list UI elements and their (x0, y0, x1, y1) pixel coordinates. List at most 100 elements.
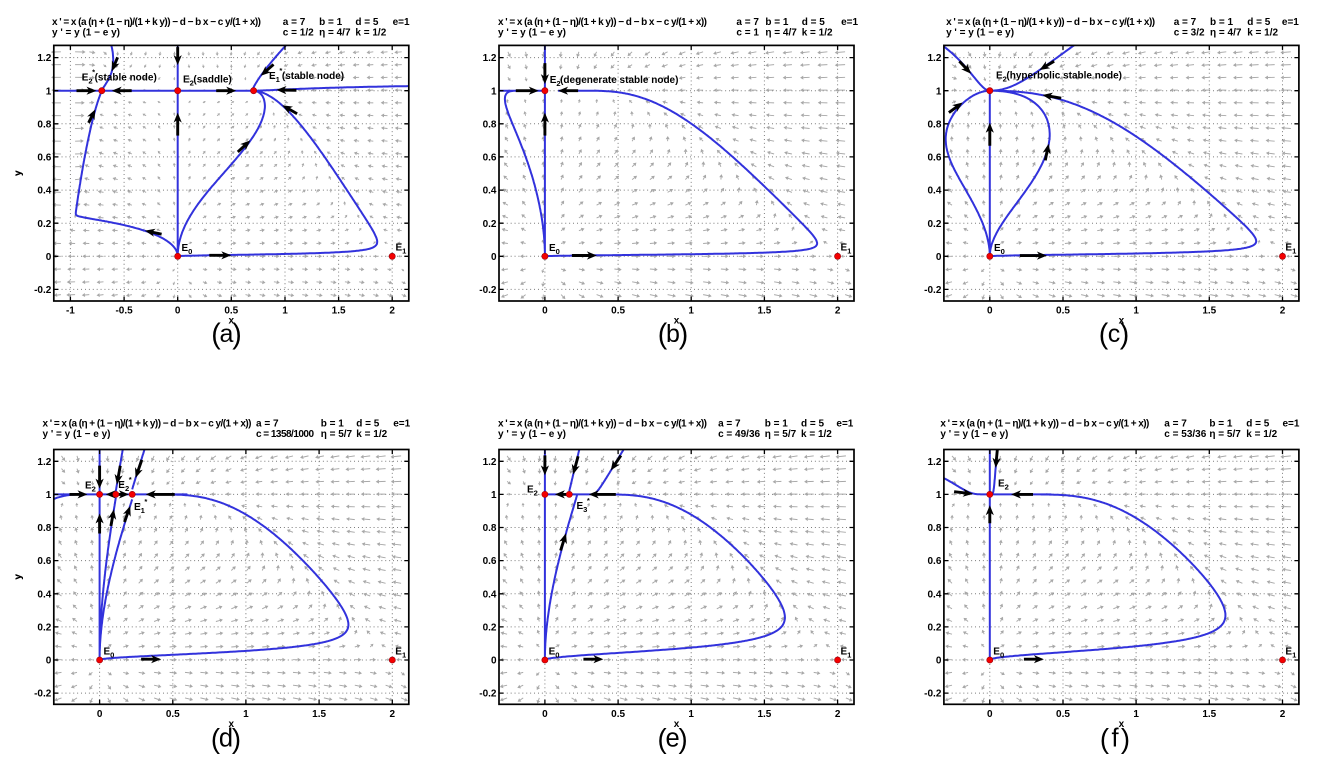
svg-text:E1: E1 (1285, 243, 1297, 256)
svg-text:x ' = x (a (η + (1 − η)/(1 + k: x ' = x (a (η + (1 − η)/(1 + k y)) − d −… (498, 418, 707, 429)
svg-text:0.8: 0.8 (927, 523, 941, 534)
svg-text:-0.2: -0.2 (924, 285, 942, 296)
svg-text:y: y (13, 170, 24, 176)
svg-text:d = 5: d = 5 (355, 17, 379, 28)
svg-text:0.2: 0.2 (37, 623, 51, 634)
svg-text:0.8: 0.8 (37, 523, 51, 534)
svg-text:1.2: 1.2 (483, 53, 497, 64)
svg-text:0.2: 0.2 (483, 219, 497, 230)
svg-text:a = 7: a = 7 (718, 418, 741, 429)
svg-text:x: x (229, 316, 235, 327)
svg-text:k = 1/2: k = 1/2 (356, 429, 387, 440)
svg-text:-1: -1 (66, 306, 75, 317)
svg-text:(: ( (1099, 319, 1109, 351)
svg-text:1: 1 (936, 490, 942, 501)
svg-text:x: x (1119, 316, 1125, 327)
svg-text:0: 0 (542, 306, 548, 317)
svg-text:0.4: 0.4 (483, 186, 497, 197)
svg-text:E2(saddle): E2(saddle) (183, 74, 232, 87)
svg-text:1: 1 (1133, 306, 1139, 317)
svg-text:2: 2 (390, 709, 396, 720)
svg-text:c = 53/36: c = 53/36 (1164, 429, 1206, 440)
svg-text:e=1: e=1 (1283, 418, 1300, 429)
svg-text:x ' = x (a (η + (1 − η)/(1 + k: x ' = x (a (η + (1 − η)/(1 + k y)) − d −… (43, 418, 252, 429)
svg-text:c = 1: c = 1 (736, 27, 759, 38)
svg-text:c = 1358/1000: c = 1358/1000 (256, 429, 314, 440)
svg-text:0.5: 0.5 (611, 306, 625, 317)
svg-text:a = 7: a = 7 (1164, 418, 1187, 429)
svg-text:1.2: 1.2 (483, 457, 497, 468)
svg-text:1: 1 (1133, 709, 1139, 720)
svg-text:0.6: 0.6 (37, 556, 51, 567)
svg-text:1.5: 1.5 (757, 709, 771, 720)
svg-text:η = 5/7: η = 5/7 (1209, 429, 1241, 440)
svg-text:0: 0 (936, 656, 942, 667)
svg-text:E2(hyperbolic stable node): E2(hyperbolic stable node) (996, 71, 1122, 84)
svg-text:1: 1 (46, 490, 52, 501)
svg-text:x: x (674, 719, 680, 730)
svg-text:a: a (220, 320, 234, 348)
svg-text:k = 1/2: k = 1/2 (801, 429, 832, 440)
svg-text:k = 1/2: k = 1/2 (355, 27, 386, 38)
svg-text:(: ( (658, 319, 668, 351)
svg-text:1: 1 (688, 306, 694, 317)
svg-text:η = 5/7: η = 5/7 (321, 429, 353, 440)
svg-text:a = 7: a = 7 (736, 17, 759, 28)
svg-text:d = 5: d = 5 (802, 17, 826, 28)
svg-text:1: 1 (282, 306, 288, 317)
svg-text:k = 1/2: k = 1/2 (802, 27, 833, 38)
svg-text:η = 4/7: η = 4/7 (319, 27, 351, 38)
svg-text:c = 49/36: c = 49/36 (718, 429, 760, 440)
svg-text:1.5: 1.5 (332, 306, 346, 317)
svg-text:0: 0 (987, 306, 993, 317)
svg-text:x ' = x (a (η + (1 − η)/(1 + k: x ' = x (a (η + (1 − η)/(1 + k y)) − d −… (498, 17, 707, 28)
svg-text:a = 7: a = 7 (1174, 17, 1197, 28)
svg-text:1.5: 1.5 (1202, 306, 1216, 317)
svg-text:0.4: 0.4 (37, 186, 51, 197)
svg-text:-0.2: -0.2 (34, 285, 52, 296)
svg-text:f: f (1111, 725, 1119, 753)
svg-text:0.8: 0.8 (483, 523, 497, 534)
svg-text:0: 0 (987, 709, 993, 720)
svg-text:E1*: E1* (134, 497, 147, 515)
svg-text:E1*(stable node): E1*(stable node) (269, 66, 344, 84)
svg-text:y: y (13, 170, 24, 176)
svg-text:0.6: 0.6 (927, 153, 941, 164)
svg-text:0.6: 0.6 (37, 153, 51, 164)
svg-text:1.5: 1.5 (1202, 709, 1216, 720)
svg-text:0.4: 0.4 (927, 589, 941, 600)
svg-text:0.6: 0.6 (483, 556, 497, 567)
svg-text:1: 1 (688, 709, 694, 720)
svg-text:0: 0 (491, 252, 497, 263)
svg-text:y: y (13, 574, 24, 580)
svg-text:y: y (13, 574, 24, 580)
svg-text:E2*(stable node): E2*(stable node) (82, 68, 157, 86)
svg-text:0: 0 (46, 656, 52, 667)
svg-text:0.2: 0.2 (927, 219, 941, 230)
svg-text:): ) (679, 723, 688, 754)
svg-text:(: ( (211, 319, 221, 351)
svg-text:-0.2: -0.2 (924, 689, 942, 700)
svg-text:1: 1 (46, 86, 52, 97)
svg-text:0: 0 (542, 709, 548, 720)
svg-text:d = 5: d = 5 (801, 418, 825, 429)
svg-text:-0.2: -0.2 (479, 689, 497, 700)
svg-text:): ) (232, 319, 242, 351)
svg-text:0.5: 0.5 (166, 709, 180, 720)
svg-text:y ' = y (1 − e y): y ' = y (1 − e y) (43, 429, 111, 440)
svg-text:0.5: 0.5 (611, 709, 625, 720)
svg-text:E0: E0 (994, 243, 1005, 256)
svg-text:a = 7: a = 7 (256, 418, 279, 429)
svg-text:1.2: 1.2 (927, 53, 941, 64)
svg-text:0.5: 0.5 (1056, 709, 1070, 720)
svg-text:0.2: 0.2 (37, 219, 51, 230)
svg-text:0: 0 (175, 306, 181, 317)
svg-text:k = 1/2: k = 1/2 (1247, 27, 1278, 38)
svg-text:x: x (229, 719, 235, 730)
svg-text:E1: E1 (396, 243, 408, 256)
svg-text:x ' = x (a (η + (1 − η)/(1 + k: x ' = x (a (η + (1 − η)/(1 + k y)) − d −… (52, 17, 261, 28)
svg-text:y ' = y (1 − e y): y ' = y (1 − e y) (946, 27, 1014, 38)
svg-text:0.6: 0.6 (927, 556, 941, 567)
svg-text:1.2: 1.2 (37, 457, 51, 468)
svg-text:c: c (1108, 320, 1121, 348)
